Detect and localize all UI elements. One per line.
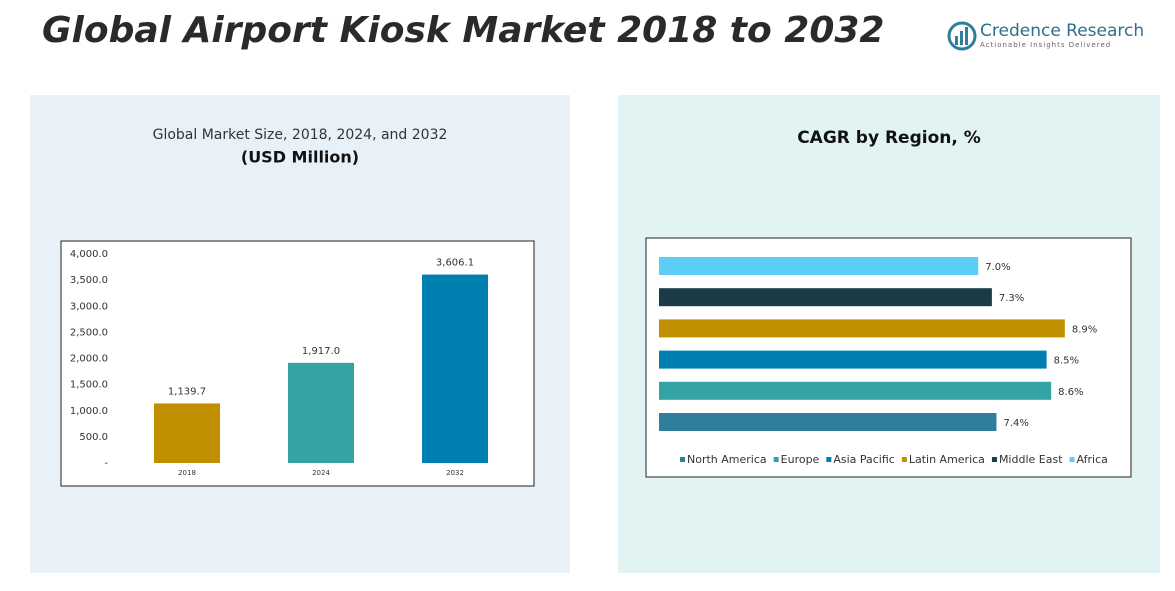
value-label: 3,606.1 — [436, 258, 474, 269]
bar — [659, 350, 1047, 369]
legend-swatch — [773, 457, 779, 462]
bar — [288, 362, 354, 463]
y-tick-label: 3,000.0 — [70, 301, 108, 312]
y-tick-label: 4,000.0 — [70, 249, 108, 260]
legend-swatch — [680, 457, 685, 462]
legend-swatch — [991, 457, 997, 462]
value-label: 8.5% — [1054, 356, 1079, 367]
value-label: 7.4% — [1003, 418, 1028, 429]
bar — [659, 319, 1065, 338]
y-tick-label: - — [104, 458, 108, 469]
chart-title: CAGR by Region, % — [797, 128, 981, 148]
y-tick-label: 500.0 — [79, 432, 108, 443]
chart-subtitle: (USD Million) — [241, 148, 359, 167]
value-label: 1,139.7 — [168, 386, 206, 397]
x-tick-label: 2032 — [446, 469, 464, 477]
bar — [422, 274, 488, 463]
y-tick-label: 2,500.0 — [70, 327, 108, 338]
x-tick-label: 2024 — [312, 469, 330, 477]
brand-tagline: Actionable Insights Delivered — [980, 41, 1111, 49]
value-label: 1,917.0 — [302, 346, 340, 357]
brand-logo — [947, 21, 977, 51]
legend-swatch — [901, 457, 907, 462]
bar — [659, 381, 1052, 400]
legend-label: Africa — [1077, 453, 1108, 466]
legend-label: Europe — [781, 453, 820, 466]
legend-label: North America — [687, 453, 767, 466]
legend-swatch — [1069, 457, 1075, 462]
value-label: 8.9% — [1072, 324, 1097, 335]
bar — [659, 257, 979, 275]
bar — [154, 403, 220, 463]
value-label: 7.3% — [999, 293, 1024, 304]
value-label: 8.6% — [1058, 387, 1083, 398]
y-tick-label: 2,000.0 — [70, 354, 108, 365]
y-tick-label: 1,000.0 — [70, 406, 108, 417]
x-tick-label: 2018 — [178, 469, 196, 477]
bar — [659, 413, 997, 431]
legend-label: Latin America — [909, 453, 985, 466]
bar — [659, 288, 992, 307]
value-label: 7.0% — [985, 262, 1010, 273]
y-tick-label: 3,500.0 — [70, 275, 108, 286]
y-tick-label: 1,500.0 — [70, 380, 108, 391]
legend-swatch — [826, 457, 832, 462]
page-title: Global Airport Kiosk Market 2018 to 2032 — [42, 10, 884, 51]
chart-title: Global Market Size, 2018, 2024, and 2032 — [153, 127, 448, 143]
legend-label: Middle East — [999, 453, 1063, 466]
legend-label: Asia Pacific — [833, 453, 895, 466]
brand-name: Credence Research — [980, 21, 1144, 41]
